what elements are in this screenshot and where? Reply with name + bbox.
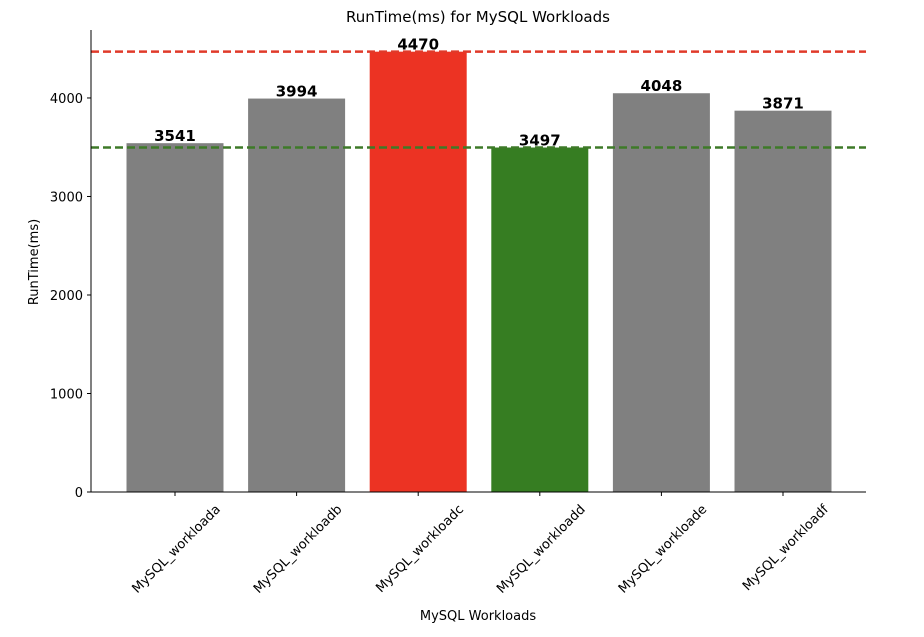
y-tick-label: 1000 xyxy=(50,387,83,402)
chart-title: RunTime(ms) for MySQL Workloads xyxy=(346,8,610,26)
y-tick-label: 4000 xyxy=(50,92,83,107)
axes-layer xyxy=(90,30,866,493)
bars-layer xyxy=(126,51,832,493)
x-axis-title: MySQL Workloads xyxy=(420,609,536,624)
data-label: 3497 xyxy=(519,132,561,150)
y-tick-label: 0 xyxy=(75,486,83,501)
x-tick-label: MySQL_workloadc xyxy=(373,502,467,596)
data-labels-layer: 3541 3994 4470 3497 4048 3871 xyxy=(154,36,804,150)
x-tick-label: MySQL_workloada xyxy=(130,502,224,596)
y-ticks-layer: 0 1000 2000 3000 4000 xyxy=(50,92,91,501)
x-tick-label: MySQL_workloadf xyxy=(740,502,832,594)
x-ticks-layer: MySQL_workloada MySQL_workloadb MySQL_work… xyxy=(130,492,832,597)
y-axis-title: RunTime(ms) xyxy=(27,219,42,305)
data-label: 3541 xyxy=(154,127,196,145)
y-tick-label: 2000 xyxy=(50,289,83,304)
data-label: 3994 xyxy=(276,83,318,101)
y-tick-label: 3000 xyxy=(50,190,83,205)
x-tick-label: MySQL_workloadb xyxy=(251,502,345,596)
reference-lines-layer xyxy=(91,50,866,149)
bar-mysql-workloadc xyxy=(369,51,467,493)
bar-mysql-workloade xyxy=(612,93,710,492)
bar-mysql-workloadb xyxy=(248,98,346,493)
data-label: 4470 xyxy=(397,36,439,54)
data-label: 4048 xyxy=(641,77,683,95)
data-label: 3871 xyxy=(762,95,804,113)
x-tick-label: MySQL_workloadd xyxy=(494,502,588,596)
bar-mysql-workloada xyxy=(126,143,224,493)
x-tick-label: MySQL_workloade xyxy=(616,502,710,596)
bar-mysql-workloadf xyxy=(734,110,832,492)
bar-mysql-workloadd xyxy=(491,147,589,492)
